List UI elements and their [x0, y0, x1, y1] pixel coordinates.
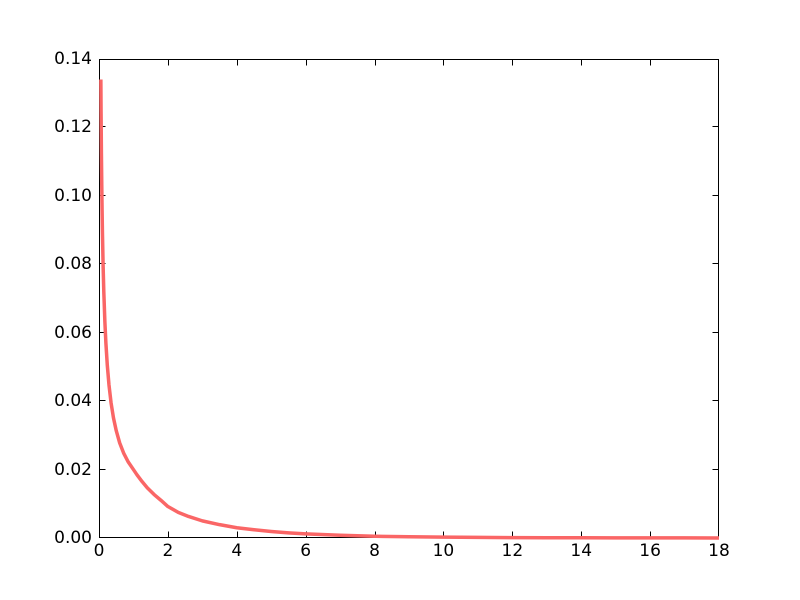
y-tick-label: 0.08 — [54, 254, 92, 275]
x-tick-label: 4 — [231, 541, 243, 561]
x-tick-label: 14 — [570, 541, 593, 561]
x-tick-label: 8 — [369, 541, 380, 561]
x-tick-label: 10 — [432, 541, 455, 561]
y-tick-label: 0.12 — [54, 117, 92, 138]
x-tick-label: 18 — [708, 541, 730, 561]
y-tick-label: 0.10 — [54, 185, 92, 206]
y-tick-label: 0.02 — [54, 459, 92, 480]
x-tick-label: 0 — [93, 541, 105, 561]
x-tick-label: 2 — [162, 541, 174, 561]
y-tick-label: 0.00 — [54, 528, 92, 548]
y-tick-label: 0.04 — [54, 391, 92, 412]
y-tick-label: 0.14 — [54, 49, 92, 69]
axes-frame — [99, 59, 719, 538]
x-tick-label: 6 — [300, 541, 312, 561]
x-tick-label: 16 — [639, 541, 661, 561]
y-tick-label: 0.06 — [54, 322, 92, 343]
series-line-decay-curve — [99, 79, 720, 540]
plot-svg — [99, 59, 720, 540]
x-tick-label: 12 — [501, 541, 524, 561]
